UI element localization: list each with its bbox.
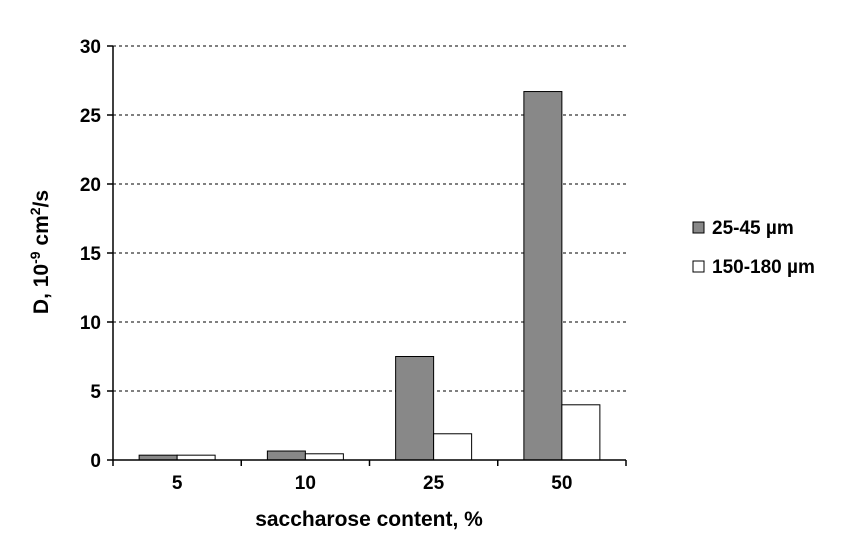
y-tick-label: 20 (80, 175, 101, 196)
bar-2-25 (433, 433, 473, 461)
axes (107, 45, 627, 466)
x-tick-label: 10 (295, 473, 316, 494)
bar-1-25 (395, 356, 435, 461)
y-axis-title-suffix: /s (30, 190, 53, 208)
x-tick-label: 50 (551, 473, 572, 494)
y-tick-label: 15 (80, 244, 102, 265)
legend-label-series-2: 150-180 µm (712, 257, 815, 278)
y-axis-title-prefix: D, 10 (30, 264, 53, 314)
bar-1-10 (266, 450, 306, 461)
y-axis-title-exponent-1: -9 (27, 251, 43, 264)
y-tick-label: 0 (90, 451, 101, 472)
y-axis-title-exponent-2: 2 (27, 207, 43, 215)
legend-swatch-series-2 (692, 260, 705, 273)
bar-1-50 (523, 91, 563, 461)
bars (138, 91, 601, 461)
y-tick-label: 10 (80, 313, 101, 334)
bar-2-50 (561, 404, 601, 461)
y-tick-label: 30 (80, 37, 101, 58)
y-axis-title-middle: cm (30, 215, 53, 251)
y-tick-labels: 0 5 10 15 20 25 30 (80, 37, 102, 472)
legend-label-series-1: 25-45 µm (712, 218, 794, 239)
y-axis-title: D, 10-9 cm2/s (27, 190, 53, 314)
x-axis-title: saccharose content, % (255, 508, 483, 531)
legend-swatch-series-1 (692, 221, 705, 234)
x-tick-label: 25 (423, 473, 445, 494)
y-tick-label: 25 (80, 106, 102, 127)
bar-2-10 (304, 453, 344, 461)
x-tick-labels: 5 10 25 50 (172, 473, 573, 494)
y-tick-label: 5 (90, 382, 101, 403)
x-tick-label: 5 (172, 473, 183, 494)
legend: 25-45 µm 150-180 µm (692, 218, 815, 278)
